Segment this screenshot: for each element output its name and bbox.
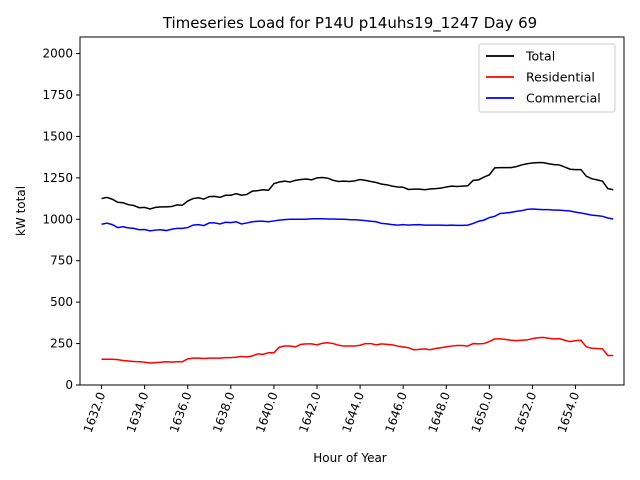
series-lines [101,161,614,364]
legend-label-total: Total [525,49,555,64]
chart-title: Timeseries Load for P14U p14uhs19_1247 D… [162,14,537,33]
y-axis-ticks: 0 250 500 750 1000 1250 1500 1750 2000 [42,47,80,392]
y-tick-label: 1500 [42,129,73,143]
y-tick-label: 1750 [42,88,73,102]
y-tick-label: 0 [65,378,73,392]
legend-label-residential: Residential [526,70,595,85]
y-tick-label: 2000 [42,47,73,61]
series-line-residential [101,336,614,364]
y-tick-label: 500 [50,295,73,309]
legend: Total Residential Commercial [478,43,616,113]
y-tick-label: 250 [50,337,73,351]
legend-box [478,43,616,113]
y-tick-label: 1000 [42,212,73,226]
x-axis-label: Hour of Year [313,451,387,465]
y-tick-label: 1250 [42,171,73,185]
series-line-commercial [101,208,614,232]
y-axis-label: kW total [14,186,28,236]
series-line-total [101,161,614,210]
legend-label-commercial: Commercial [526,91,601,106]
y-tick-label: 750 [50,254,73,268]
plot-frame [79,36,625,386]
